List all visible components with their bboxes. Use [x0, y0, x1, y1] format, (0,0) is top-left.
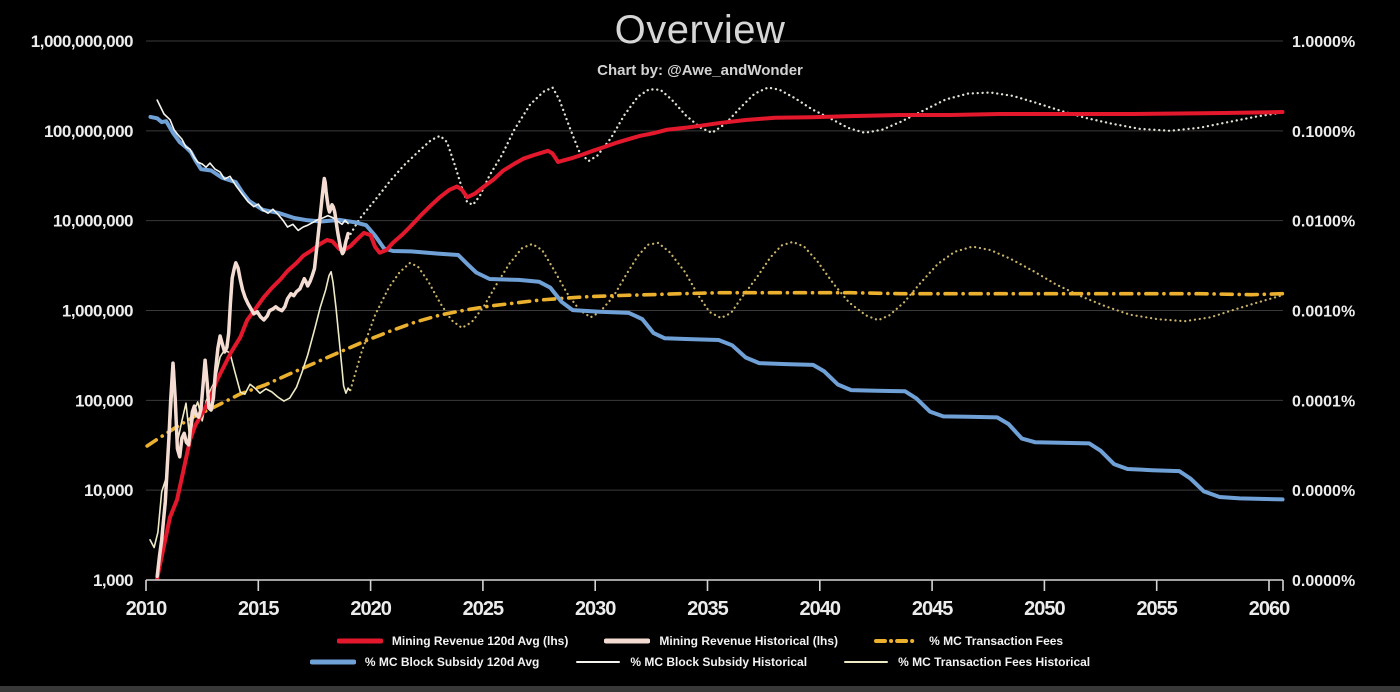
legend-label-pct-mc-transaction-fees-historical: % MC Transaction Fees Historical: [898, 655, 1091, 669]
legend-row-2: % MC Block Subsidy 120d Avg % MC Block Su…: [309, 655, 1090, 669]
x-axis-label-2040: 2040: [800, 598, 841, 620]
y-axis-left-label: 100,000,000: [44, 122, 133, 141]
x-axis-label-2030: 2030: [575, 598, 616, 620]
legend-item-pct-mc-block-subsidy-120d-avg: % MC Block Subsidy 120d Avg: [309, 655, 540, 669]
series-line-pct-mc-block-subsidy-120d-avg: [148, 114, 1285, 502]
series-line-pct-mc-transaction-fees-historical: [149, 270, 351, 549]
x-axis-label-2055: 2055: [1136, 598, 1177, 620]
x-axis-label-2050: 2050: [1024, 598, 1065, 620]
chart-subtitle: Chart by: @Awe_andWonder: [597, 62, 803, 79]
legend-swatch-pct-mc-transaction-fees-icon: [874, 639, 921, 643]
y-axis-left-label: 10,000,000: [53, 212, 133, 231]
legend-swatch-mining-revenue-historical-icon: [604, 638, 651, 644]
y-axis-right-label: 1.0000%: [1292, 34, 1355, 51]
legend-item-mining-revenue-historical: Mining Revenue Historical (lhs): [604, 634, 838, 648]
legend-row-1: Mining Revenue 120d Avg (lhs) Mining Reve…: [336, 634, 1063, 648]
legend-item-pct-mc-transaction-fees: % MC Transaction Fees: [874, 634, 1063, 648]
legend-item-pct-mc-block-subsidy-historical: % MC Block Subsidy Historical: [575, 655, 807, 669]
legend-swatch-mining-revenue-120d-avg-icon: [336, 638, 383, 644]
series-line-mining-revenue-projected-dotted: [346, 86, 1284, 240]
y-axis-right-label: 0.0000%: [1292, 483, 1355, 500]
legend-label-pct-mc-block-subsidy-historical: % MC Block Subsidy Historical: [630, 655, 808, 669]
series-line-pct-mc-transaction-fees-projected-dotted: [349, 240, 1284, 392]
y-axis-right-label: 0.0100%: [1292, 214, 1355, 231]
legend-swatch-pct-mc-transaction-fees-historical-icon: [844, 661, 889, 663]
y-axis-right-label: 0.0000%: [1292, 573, 1355, 590]
y-axis-left-label: 1,000,000: [62, 302, 133, 321]
legend-item-mining-revenue-120d-avg: Mining Revenue 120d Avg (lhs): [336, 634, 569, 648]
series-line-pct-mc-transaction-fees: [145, 290, 1285, 448]
x-axis-label-2010: 2010: [126, 598, 167, 620]
legend-label-mining-revenue-historical: Mining Revenue Historical (lhs): [659, 634, 839, 648]
chart-title: Overview: [614, 8, 786, 52]
legend-swatch-pct-mc-block-subsidy-historical-icon: [576, 661, 621, 663]
x-axis-label-2025: 2025: [463, 598, 504, 620]
x-axis-label-2035: 2035: [687, 598, 728, 620]
x-axis-label-2045: 2045: [912, 598, 953, 620]
x-axis-label-2020: 2020: [350, 598, 391, 620]
y-axis-right-label: 0.0010%: [1292, 304, 1355, 321]
y-axis-right-label: 0.1000%: [1292, 124, 1355, 141]
x-axis-label-2015: 2015: [238, 598, 279, 620]
legend-label-pct-mc-transaction-fees: % MC Transaction Fees: [929, 634, 1064, 648]
series-line-mining-revenue-120d-avg: [155, 110, 1285, 581]
legend: Mining Revenue 120d Avg (lhs) Mining Reve…: [0, 634, 1400, 669]
y-axis-left-label: 1,000: [93, 571, 133, 590]
legend-swatch-pct-mc-block-subsidy-120d-avg-icon: [309, 659, 356, 665]
legend-item-pct-mc-transaction-fees-historical: % MC Transaction Fees Historical: [843, 655, 1090, 669]
y-axis-right-label: 0.0001%: [1292, 393, 1355, 410]
legend-label-pct-mc-block-subsidy-120d-avg: % MC Block Subsidy 120d Avg: [364, 655, 540, 669]
y-axis-left-label: 10,000: [84, 481, 133, 500]
x-axis-label-2060: 2060: [1249, 598, 1290, 620]
series-line-mining-revenue-historical: [155, 176, 350, 579]
bottom-edge-strip: [0, 686, 1400, 692]
y-axis-left-label: 100,000: [75, 391, 133, 410]
y-axis-left-label: 1,000,000,000: [31, 32, 133, 51]
legend-label-mining-revenue-120d-avg: Mining Revenue 120d Avg (lhs): [391, 634, 569, 648]
